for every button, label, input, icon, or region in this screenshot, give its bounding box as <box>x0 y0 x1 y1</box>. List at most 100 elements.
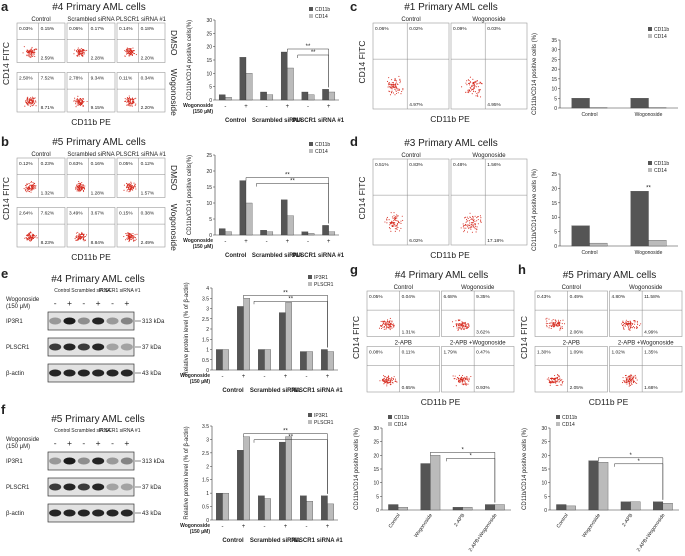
quadrant-value: 0.65% <box>402 385 416 391</box>
event-dot <box>389 329 391 331</box>
quadrant-value: 1.32% <box>41 191 55 197</box>
row-label: Wogonoside <box>169 69 179 116</box>
quadrant-value: 0.04% <box>402 294 416 300</box>
lane-sign: - <box>111 298 114 308</box>
event-dot <box>26 49 28 51</box>
event-dot <box>135 103 137 105</box>
bar <box>222 492 229 521</box>
event-dot <box>551 377 554 379</box>
y-axis-label: Relative protein level (% of β-actin) <box>184 426 190 519</box>
event-dot <box>130 182 132 184</box>
event-dot <box>474 220 476 222</box>
event-dot <box>387 381 389 384</box>
plot-frame <box>16 207 66 248</box>
quadrant-value: 0.34% <box>141 76 155 82</box>
event-dot <box>77 50 79 52</box>
event-dot <box>31 105 33 107</box>
event-dot <box>33 52 35 55</box>
event-dot <box>476 226 478 228</box>
event-dot <box>468 380 470 382</box>
event-dot <box>24 188 26 190</box>
event-dot <box>26 54 28 57</box>
quadrant-value: 1.57% <box>141 191 155 197</box>
event-dot <box>31 100 33 102</box>
y-tick-label: 15 <box>373 467 379 473</box>
event-dot <box>135 188 137 190</box>
event-dot <box>30 231 32 233</box>
event-dot <box>546 320 548 322</box>
treatment-label: (150 μM) <box>190 529 211 535</box>
event-dot <box>630 383 633 385</box>
row-label: Wogonoside <box>169 204 179 251</box>
flow-y-label: CD14 FITC <box>357 41 367 84</box>
event-dot <box>468 379 470 381</box>
event-dot <box>399 222 401 224</box>
event-dot <box>395 217 397 220</box>
y-tick-label: 4 <box>206 286 209 292</box>
lane-sign: - <box>82 438 85 448</box>
event-dot <box>83 233 85 235</box>
event-dot <box>401 215 403 217</box>
event-dot <box>390 230 392 232</box>
panel: a #4 Primary AML cells CD14 FITC CD11b PE Co… <box>1 0 345 127</box>
event-dot <box>455 323 457 325</box>
event-dot <box>624 325 626 327</box>
event-dot <box>28 49 30 51</box>
flow-x-label: CD11b PE <box>71 252 111 262</box>
event-dot <box>629 321 631 323</box>
event-dot <box>558 378 560 380</box>
event-dot <box>557 379 559 381</box>
event-dot <box>626 377 628 379</box>
event-dot <box>480 221 482 223</box>
bar <box>216 349 223 371</box>
event-dot <box>126 98 128 101</box>
event-dot <box>462 226 464 228</box>
event-dot <box>83 234 85 236</box>
event-dot <box>391 220 393 222</box>
event-dot <box>629 384 631 386</box>
event-dot <box>388 226 391 229</box>
x-tick-label: - <box>222 524 224 530</box>
size-label: 37 kDa <box>142 345 162 351</box>
event-dot <box>80 103 83 105</box>
event-dot <box>82 236 84 238</box>
y-tick-label: 20 <box>551 67 557 73</box>
event-dot <box>393 85 395 87</box>
event-dot <box>468 224 470 226</box>
event-dot <box>124 239 127 241</box>
event-dot <box>73 53 75 55</box>
bar <box>653 501 664 511</box>
event-dot <box>460 377 462 379</box>
event-dot <box>469 90 471 92</box>
event-dot <box>474 81 476 83</box>
event-dot <box>456 378 458 380</box>
event-dot <box>383 375 385 377</box>
event-dot <box>73 100 75 102</box>
event-dot <box>465 384 467 386</box>
event-dot <box>395 380 397 383</box>
event-dot <box>628 375 631 377</box>
event-dot <box>548 327 550 329</box>
event-dot <box>461 86 463 88</box>
event-dot <box>134 186 136 188</box>
event-dot <box>399 82 401 84</box>
event-dot <box>636 326 638 328</box>
event-dot <box>383 376 386 378</box>
legend-swatch <box>556 415 560 419</box>
event-dot <box>629 381 631 383</box>
event-dot <box>76 101 78 103</box>
quadrant-value: 4.95% <box>487 102 501 108</box>
significance: ** <box>288 435 293 441</box>
event-dot <box>625 322 627 324</box>
flow-x-label: CD11b PE <box>421 397 461 407</box>
plot-frame <box>450 22 528 110</box>
legend-swatch <box>556 422 560 426</box>
event-dot <box>471 226 473 228</box>
event-dot <box>480 81 482 84</box>
bar <box>662 503 673 511</box>
event-dot <box>476 229 478 231</box>
event-dot <box>636 379 638 381</box>
event-dot <box>126 184 129 187</box>
event-dot <box>82 105 84 107</box>
y-tick-label: 25 <box>551 172 557 178</box>
